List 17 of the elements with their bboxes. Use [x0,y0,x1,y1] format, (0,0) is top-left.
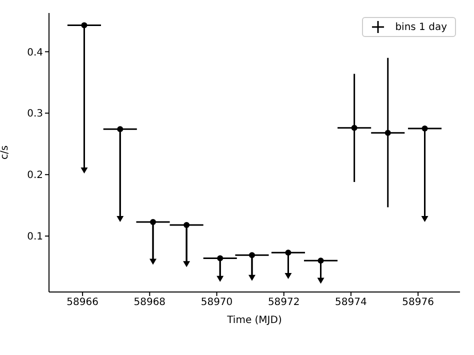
x-tick-label: 58974 [335,297,367,308]
y-tick-label: 0.3 [27,108,43,120]
point [384,130,391,136]
y-tick-label: 0.2 [27,170,43,182]
x-tick-label: 58972 [268,297,300,308]
x-tick-label: 58966 [66,297,98,308]
point [184,222,190,228]
legend-label: bins 1 day [395,22,447,32]
y-tick-label: 0.4 [27,47,43,58]
x-axis-title: Time (MJD) [226,315,282,326]
y-axis-title: c/s [0,145,11,160]
x-tick-label: 58968 [134,297,166,308]
y-tick-label: 0.1 [27,232,43,243]
x-tick-label: 58970 [200,297,233,308]
point [150,218,156,225]
point [351,124,358,131]
x-tick-label: 58976 [402,297,434,308]
